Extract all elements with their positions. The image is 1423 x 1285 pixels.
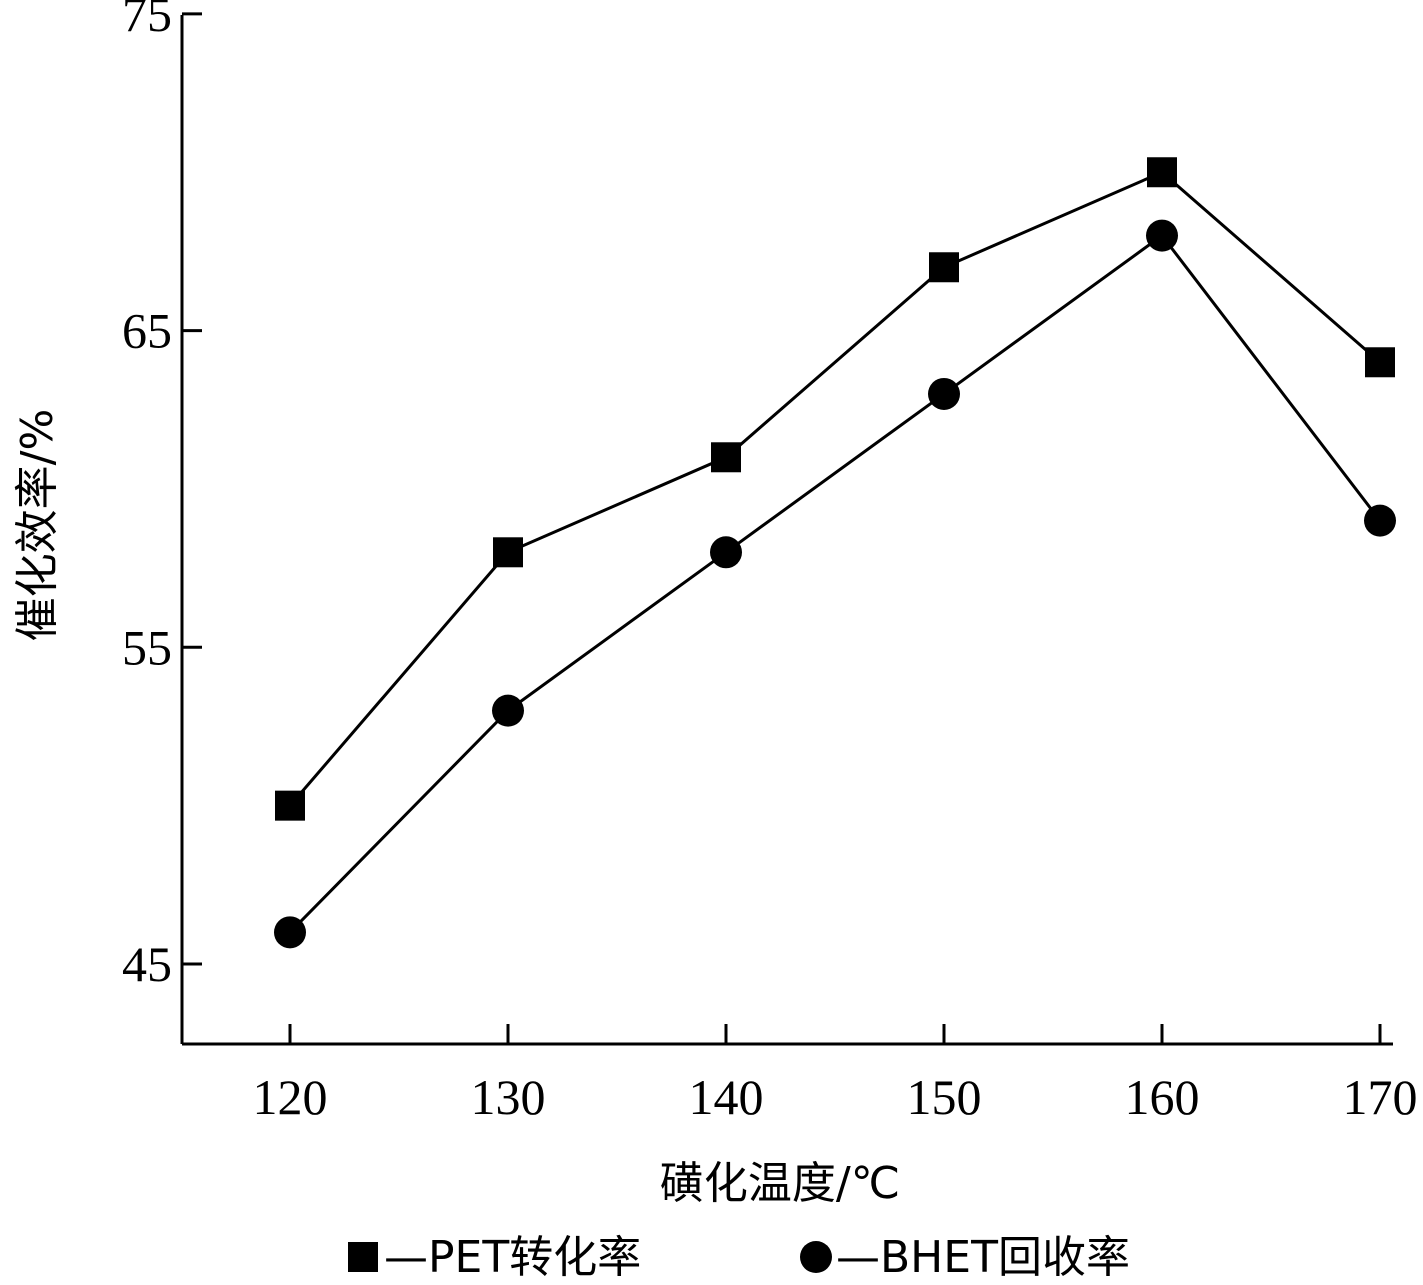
x-tick-label: 140 bbox=[689, 1069, 764, 1125]
data-point-square bbox=[1365, 347, 1395, 378]
y-tick-label: 65 bbox=[122, 303, 172, 359]
legend-marker-square bbox=[348, 1242, 378, 1272]
axes bbox=[180, 15, 1393, 1046]
x-tick-label: 160 bbox=[1125, 1069, 1200, 1125]
series-line bbox=[288, 233, 1382, 934]
data-point-circle bbox=[1146, 219, 1178, 252]
legend-item-0: —PET转化率 bbox=[348, 1232, 641, 1283]
series-line bbox=[288, 170, 1381, 807]
legend-label: —BHET回收率 bbox=[836, 1232, 1130, 1283]
x-tick-label: 150 bbox=[907, 1069, 982, 1125]
data-point-circle bbox=[492, 694, 524, 727]
y-tick-label: 55 bbox=[122, 619, 172, 675]
data-point-square bbox=[275, 790, 305, 821]
series-1 bbox=[274, 219, 1396, 949]
data-point-square bbox=[493, 537, 523, 568]
x-tick-label: 170 bbox=[1343, 1069, 1418, 1125]
series-0 bbox=[275, 157, 1395, 821]
data-point-circle bbox=[1364, 504, 1396, 537]
x-axis-title: 磺化温度/℃ bbox=[660, 1158, 900, 1209]
data-point-circle bbox=[710, 536, 742, 569]
y-tick-label: 75 bbox=[122, 0, 172, 42]
y-tick-label: 45 bbox=[122, 936, 172, 992]
y-axis-title: 催化效率/% bbox=[12, 409, 63, 642]
data-point-circle bbox=[928, 377, 960, 410]
x-tick-label: 120 bbox=[253, 1069, 328, 1125]
y-axis-ticks: 45 55 65 75 bbox=[122, 0, 202, 992]
legend: —PET转化率 —BHET回收率 bbox=[348, 1232, 1130, 1283]
series-layer bbox=[274, 157, 1396, 949]
data-point-square bbox=[711, 442, 741, 473]
legend-item-1: —BHET回收率 bbox=[800, 1232, 1130, 1283]
legend-label: —PET转化率 bbox=[384, 1232, 641, 1283]
x-axis-ticks: 120 130 140 150 160 170 bbox=[253, 1024, 1418, 1125]
x-tick-label: 130 bbox=[471, 1069, 546, 1125]
data-point-circle bbox=[274, 916, 306, 949]
data-point-square bbox=[929, 252, 959, 283]
data-point-square bbox=[1147, 157, 1177, 188]
legend-marker-circle bbox=[800, 1241, 832, 1273]
